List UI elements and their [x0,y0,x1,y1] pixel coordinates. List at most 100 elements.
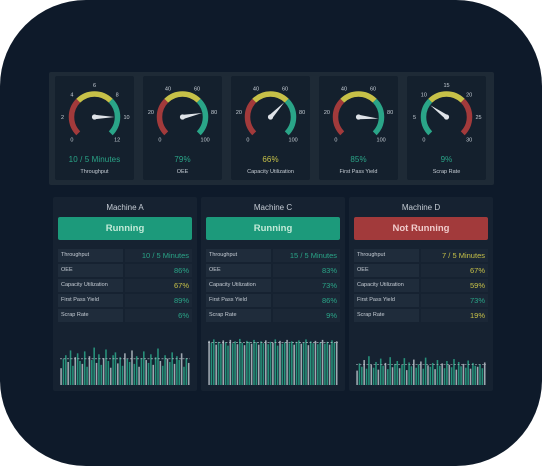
metric-row-oee: OEE 67% [354,264,488,277]
metric-name: OEE [354,264,419,277]
sparkline-bar [234,341,236,385]
sparkline-bar [126,359,129,385]
sparkline-bar [382,365,384,385]
sparkline-bar [272,342,274,385]
metric-value: 67% [125,279,192,292]
gauge-tick-label: 6 [93,83,96,89]
sparkline-bar [455,369,458,385]
sparkline-bar [236,344,239,385]
sparkline-bar [265,340,267,385]
gauge-tick-label: 20 [466,92,472,98]
sparkline-bar [396,361,399,385]
sparkline-bar [243,345,246,385]
metric-name: Throughput [354,249,419,262]
metric-row-capacity-utilization: Capacity Utilization 67% [58,279,192,292]
sparkline-bar [229,339,232,385]
sparkline-bar [467,360,469,385]
sparkline-bar [370,364,373,385]
gauge-tick-label: 80 [387,110,393,116]
sparkline-bar [171,352,173,385]
sparkline-bar [291,341,293,385]
sparkline-bar [309,341,312,385]
sparkline-bar [422,368,425,385]
sparkline-bar [169,361,171,385]
sparkline-bar [117,363,119,385]
sparkline-bar [446,361,448,385]
sparkline-bar [443,368,446,385]
metric-row-first-pass-yield: First Pass Yield 86% [206,294,340,307]
sparkline-bar [187,362,190,385]
metric-value: 59% [421,279,488,292]
sparkline-bar [469,368,472,385]
sparkline-bar [391,367,394,385]
gauge-tick-label: 0 [422,138,425,144]
metric-value: 73% [273,279,340,292]
sparkline-bar [295,341,298,385]
gauge-label: Scrap Rate [432,169,461,175]
sparkline-bar [479,364,481,385]
gauge-tick-label: 40 [165,86,171,92]
status-badge: Running [58,217,192,240]
sparkline-bar [460,366,462,385]
gauge-tick-label: 15 [443,83,449,89]
sparkline-bar [405,370,408,385]
sparkline-bar [253,339,255,385]
metric-value: 83% [273,264,340,277]
sparkline-bar [408,362,410,385]
sparkline-bar [161,365,164,385]
sparkline-bar [157,348,159,385]
metric-name: Capacity Utilization [354,279,419,292]
gauge-needle [430,105,448,119]
sparkline-bar [227,345,229,385]
metric-value: 89% [125,294,192,307]
sparkline-bar [403,358,406,385]
sparkline-bar [98,354,100,385]
sparkline-bar [279,340,281,385]
metric-name: Scrap Rate [354,309,419,322]
sparkline-bar [377,369,380,385]
metric-value: 10 / 5 Minutes [125,249,192,262]
sparkline-bar [128,361,131,385]
gauge-tick-label: 40 [341,86,347,92]
sparkline-bar [384,362,387,385]
sparkline-bar [62,358,65,385]
metric-row-throughput: Throughput 10 / 5 Minutes [58,249,192,262]
sparkline-bar [474,365,477,385]
metric-name: OEE [58,264,123,277]
sparkline-bar [429,366,432,385]
sparkline-bar [121,365,124,385]
sparkline-bar [119,357,121,385]
sparkline-bar [483,362,486,385]
gauge-band-green [108,98,121,136]
gauge-tick-label: 25 [475,115,481,121]
metric-row-oee: OEE 86% [58,264,192,277]
metric-name: Throughput [58,249,123,262]
sparkline-bar [372,367,375,385]
gauge-tick-label: 8 [116,92,119,98]
gauge-needle [182,112,203,120]
gauge-hub [443,114,450,120]
sparkline-bar [178,360,181,385]
sparkline-bar [183,366,185,385]
gauge-card-oee: 0 20 40 60 80 100 79% OEE [143,76,222,180]
sparkline-bar [95,362,98,385]
gauge-tick-label: 60 [370,86,376,92]
metric-name: First Pass Yield [354,294,419,307]
metric-name: First Pass Yield [206,294,271,307]
sparkline-bar [375,361,377,385]
sparkline-bar [417,364,420,385]
sparkline-bar [302,342,305,385]
gauge-band-red [244,98,257,136]
sparkline-bar [274,339,277,385]
sparkline-bar [331,340,333,385]
gauge-needle [94,114,115,120]
gauge-tick-label: 12 [114,138,120,144]
machine-panel-c: Machine C Running Throughput 15 / 5 Minu… [201,197,345,391]
sparkline-bar [208,340,210,385]
gauge-tick-label: 10 [421,92,427,98]
sparkline-bar [387,369,389,385]
metric-row-scrap-rate: Scrap Rate 6% [58,309,192,322]
sparkline-bar [159,361,162,385]
sparkline-bar [298,340,300,385]
gauge-tick-label: 0 [70,138,73,144]
